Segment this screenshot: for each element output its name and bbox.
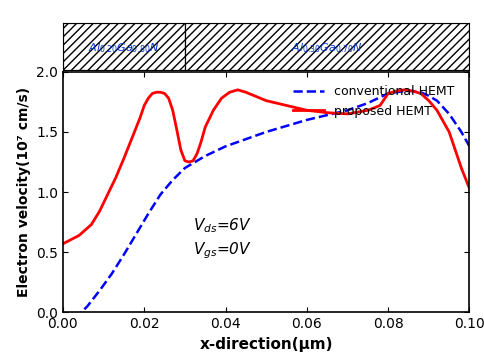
Text: $Al_{0.20}Ga_{0.80}N$: $Al_{0.20}Ga_{0.80}N$ (88, 41, 160, 55)
X-axis label: x-direction(μm): x-direction(μm) (199, 337, 333, 352)
Text: $V_{gs}$=0V: $V_{gs}$=0V (193, 241, 252, 261)
Text: $Al_{0.30}Ga_{0.70}N$: $Al_{0.30}Ga_{0.70}N$ (291, 41, 363, 55)
Legend: conventional HEMT, proposed HEMT: conventional HEMT, proposed HEMT (287, 80, 459, 123)
Y-axis label: Electron velocity(10⁷ cm/s): Electron velocity(10⁷ cm/s) (16, 87, 30, 297)
Text: $V_{ds}$=6V: $V_{ds}$=6V (193, 216, 252, 235)
Bar (185, 23, 469, 70)
Bar (63, 23, 185, 70)
